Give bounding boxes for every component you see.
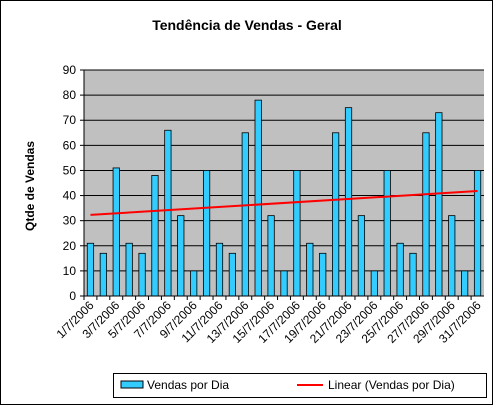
bar xyxy=(448,215,456,297)
bar xyxy=(267,215,275,297)
y-axis-label: Qtde de Vendas xyxy=(23,141,37,231)
bar xyxy=(228,252,236,297)
trendline xyxy=(90,190,478,216)
bar xyxy=(86,242,95,297)
legend-label: Linear (Vendas por Dia) xyxy=(328,378,455,392)
bar xyxy=(344,107,353,297)
bar xyxy=(409,252,417,297)
bar xyxy=(383,170,391,297)
y-tick-label: 10 xyxy=(63,264,77,278)
y-tick-label: 70 xyxy=(63,113,77,127)
bar xyxy=(306,242,314,297)
bar xyxy=(293,170,301,297)
y-tick-label: 0 xyxy=(69,289,76,303)
bar xyxy=(112,167,120,297)
bar xyxy=(396,242,404,297)
legend-label: Vendas por Dia xyxy=(147,378,229,392)
bar xyxy=(357,215,366,297)
bar xyxy=(190,270,198,297)
bar xyxy=(164,129,172,297)
bar xyxy=(254,99,262,297)
bar xyxy=(138,252,146,297)
bar xyxy=(125,242,133,297)
bar xyxy=(151,175,159,297)
bar xyxy=(473,170,482,297)
bar xyxy=(370,270,378,297)
bar xyxy=(435,112,443,297)
bar xyxy=(177,215,185,297)
bar xyxy=(332,132,340,297)
bar xyxy=(241,132,249,297)
bar xyxy=(99,252,107,297)
plot-area xyxy=(84,70,484,296)
bar xyxy=(215,242,224,297)
bar xyxy=(422,132,430,297)
legend-swatch xyxy=(120,380,144,389)
bar xyxy=(461,270,469,297)
y-tick-label: 50 xyxy=(63,163,77,177)
y-tick-label: 60 xyxy=(63,138,77,152)
bar xyxy=(280,270,288,297)
y-tick-label: 80 xyxy=(63,88,77,102)
y-tick-label: 40 xyxy=(63,189,77,203)
chart-title: Tendência de Vendas - Geral xyxy=(152,17,342,33)
y-tick-label: 90 xyxy=(63,63,77,77)
bar xyxy=(202,170,211,297)
y-tick-label: 20 xyxy=(63,239,77,253)
y-tick-label: 30 xyxy=(63,214,77,228)
bar xyxy=(319,252,327,297)
